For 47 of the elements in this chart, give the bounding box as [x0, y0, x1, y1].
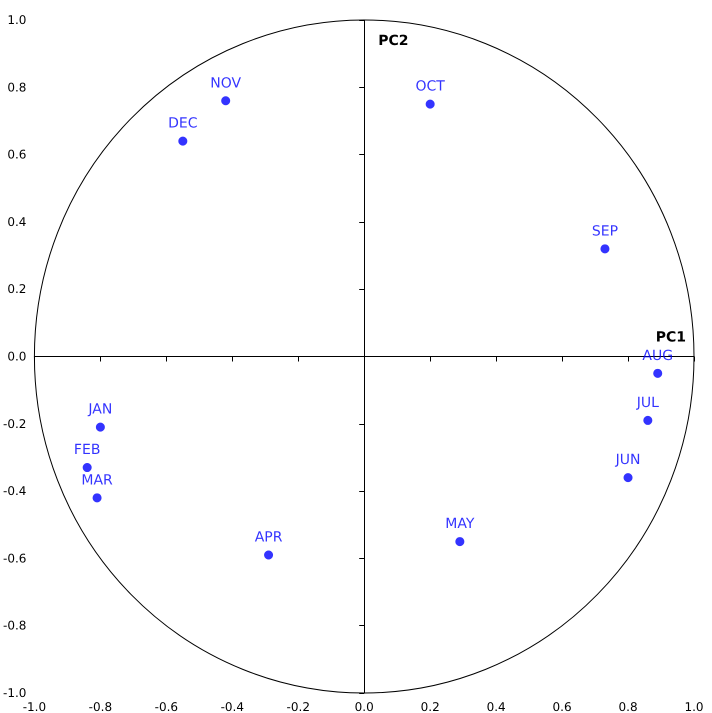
x-tick-label: -0.2 [286, 700, 310, 713]
y-tick-label: 0.0 [7, 350, 26, 364]
point [426, 100, 435, 109]
data-label: SEP [592, 223, 618, 240]
y-tick-label: 0.8 [7, 80, 26, 94]
data-label: DEC [168, 116, 198, 132]
point [455, 537, 464, 546]
data-label: APR [254, 530, 283, 546]
point [92, 493, 102, 502]
data-label: OCT [415, 78, 446, 95]
y-tick-label: -0.2 [2, 416, 26, 431]
x-tick-label: -1.0 [22, 700, 46, 713]
data-label: JAN [87, 402, 112, 418]
data-label: MAY [445, 516, 475, 532]
point [653, 368, 662, 378]
point [178, 136, 188, 146]
data-label: NOV [210, 75, 242, 92]
point [600, 244, 610, 254]
point [624, 473, 633, 482]
point [264, 550, 274, 560]
data-label: FEB [74, 442, 100, 458]
data-label: JUL [636, 394, 660, 411]
x-tick-label: -0.4 [220, 700, 244, 713]
data-label: JUN [614, 452, 640, 468]
y-tick-label: -0.4 [2, 484, 26, 498]
x-tick-label: 0.6 [552, 700, 572, 713]
point [643, 416, 652, 425]
y-tick-label: -0.6 [2, 551, 26, 566]
x-tick-label: -0.6 [154, 700, 178, 713]
y-tick-label: 0.2 [7, 282, 26, 296]
x-tick-label: 0.4 [486, 700, 506, 713]
data-label: MAR [81, 472, 114, 488]
x-tick-label: 0.0 [354, 700, 374, 713]
x-tick-label: 0.8 [618, 700, 638, 713]
x-tick-label: 0.2 [420, 700, 440, 713]
y-tick-label: -1.0 [2, 686, 26, 700]
point [221, 96, 230, 106]
x-tick-label: -0.8 [88, 700, 112, 713]
x-axis-title: PC1 [656, 330, 686, 346]
point [96, 422, 105, 432]
y-tick-label: 0.6 [7, 148, 26, 162]
point [82, 463, 92, 472]
y-tick-label: 0.4 [7, 214, 26, 229]
y-axis-title: PC2 [378, 33, 408, 49]
y-tick-label: 1.0 [7, 13, 26, 27]
y-tick-label: -0.8 [2, 618, 26, 633]
x-tick-label: 1.0 [684, 700, 704, 713]
